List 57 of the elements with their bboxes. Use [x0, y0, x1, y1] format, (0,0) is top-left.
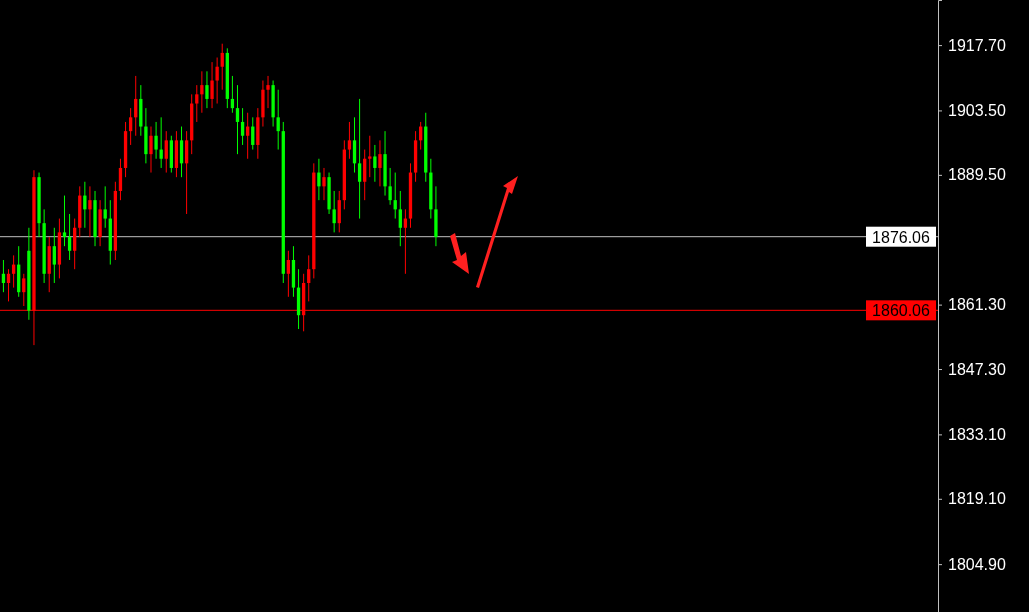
- candlestick: [6, 268, 11, 302]
- candlestick: [62, 195, 67, 247]
- candlestick: [179, 126, 184, 178]
- y-tick-label: 1917.70: [948, 36, 1006, 54]
- candlestick: [22, 273, 26, 307]
- candlestick: [347, 121, 352, 160]
- candlestick: [128, 107, 133, 146]
- candlestick: [11, 254, 16, 289]
- candlestick: [154, 121, 158, 160]
- candlestick: [159, 116, 163, 169]
- candlestick: [184, 130, 189, 215]
- candlestick: [73, 218, 77, 270]
- y-tick-label: 1847.30: [948, 360, 1006, 378]
- candlestick: [378, 139, 382, 187]
- y-tick-label: 1819.10: [948, 490, 1006, 508]
- y-tick-label: 1833.10: [948, 426, 1006, 443]
- candlestick: [352, 116, 357, 174]
- candlestick: [118, 158, 123, 201]
- candlestick: [235, 84, 240, 155]
- candlestick: [195, 84, 199, 123]
- candlestick: [103, 185, 107, 229]
- y-tick-label: 1903.50: [948, 102, 1006, 120]
- candlestick: [332, 190, 336, 233]
- candlestick: [205, 70, 209, 109]
- candlestick: [149, 126, 153, 174]
- candlestick: [286, 250, 291, 298]
- candlestick: [393, 172, 397, 220]
- ref-line-label: 1876.06: [872, 228, 931, 246]
- y-tick-label: 1804.90: [948, 555, 1006, 573]
- candlestick: [368, 135, 372, 178]
- candlestick: [307, 254, 311, 302]
- candlestick: [52, 227, 56, 284]
- candlestick: [67, 213, 72, 261]
- candlestick: [210, 61, 214, 109]
- candlestick: [317, 158, 321, 201]
- candlestick: [398, 190, 402, 247]
- y-tick-label: 1861.30: [948, 296, 1006, 314]
- candlestick: [88, 185, 92, 238]
- candlestick: [230, 75, 235, 114]
- candlestick: [220, 43, 224, 91]
- candlestick: [200, 70, 204, 114]
- candlestick: [373, 144, 377, 183]
- candlestick: [403, 208, 408, 275]
- candlestick: [276, 89, 280, 151]
- candlestick: [322, 167, 326, 201]
- candlestick: [363, 149, 367, 201]
- ref-line-label: 1860.06: [872, 302, 931, 320]
- y-tick-label: 1889.50: [948, 166, 1006, 184]
- candlestick: [164, 130, 168, 174]
- candlestick: [246, 112, 250, 160]
- candlestick: [1, 259, 6, 293]
- candlestick: [388, 167, 392, 206]
- candlestick: [337, 190, 341, 233]
- candlestick: [240, 107, 245, 146]
- candlestick: [266, 75, 270, 109]
- candlestick: [215, 57, 219, 105]
- candlestick: [357, 98, 362, 220]
